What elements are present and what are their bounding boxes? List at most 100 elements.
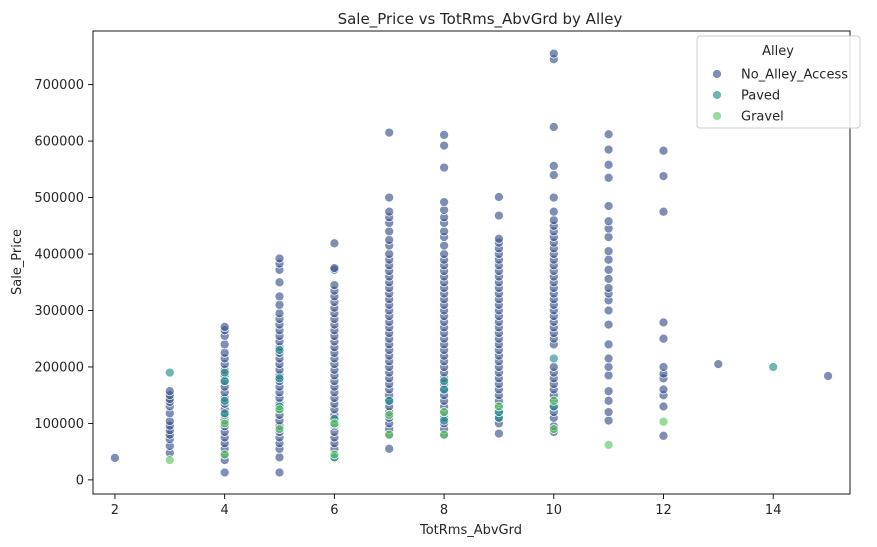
data-point-paved	[768, 362, 779, 372]
data-point-no-alley-access	[384, 443, 395, 454]
chart-title: Sale_Price vs TotRms_AbvGrd by Alley	[338, 10, 623, 29]
data-point-no-alley-access	[603, 415, 614, 426]
data-point-gravel	[164, 455, 175, 465]
data-point-no-alley-access	[658, 384, 669, 395]
x-tick-label: 4	[221, 503, 229, 518]
data-point-paved	[274, 373, 285, 384]
data-point-paved	[439, 415, 449, 426]
y-tick-label: 300000	[34, 304, 84, 319]
data-point-no-alley-access	[439, 130, 449, 140]
data-point-no-alley-access	[494, 428, 504, 439]
data-point-no-alley-access	[274, 467, 285, 478]
data-point-no-alley-access	[494, 233, 504, 244]
x-axis: 2 4 6 8 10 12 14	[111, 494, 782, 518]
data-point-no-alley-access	[439, 140, 449, 151]
data-point-no-alley-access	[439, 197, 449, 207]
data-point-no-alley-access	[439, 162, 449, 173]
legend: Alley No_Alley_Access Paved Gravel	[696, 35, 861, 129]
data-point-no-alley-access	[110, 453, 120, 463]
data-point-gravel	[219, 418, 230, 429]
data-point-no-alley-access	[658, 317, 669, 328]
data-point-no-alley-access	[603, 395, 614, 406]
data-point-no-alley-access	[548, 192, 559, 203]
y-tick-label: 500000	[34, 191, 84, 206]
data-point-gravel	[219, 449, 230, 460]
data-point-paved	[219, 408, 230, 419]
data-point-no-alley-access	[603, 232, 614, 242]
data-point-paved	[164, 367, 175, 378]
data-point-no-alley-access	[439, 249, 449, 259]
data-point-no-alley-access	[384, 249, 395, 259]
legend-marker-no-alley-access	[712, 69, 722, 79]
data-point-no-alley-access	[548, 48, 559, 59]
data-point-gravel	[658, 416, 669, 427]
y-tick-label: 0	[76, 473, 84, 488]
data-point-no-alley-access	[384, 226, 395, 237]
legend-title: Alley	[762, 44, 794, 59]
data-point-no-alley-access	[603, 407, 614, 417]
data-point-no-alley-access	[603, 362, 614, 372]
x-tick-label: 8	[440, 503, 448, 518]
data-point-no-alley-access	[384, 235, 395, 245]
data-point-gravel	[329, 418, 340, 429]
data-point-no-alley-access	[329, 280, 340, 290]
data-point-paved	[439, 376, 449, 386]
legend-label-paved: Paved	[741, 89, 780, 104]
data-point-paved	[384, 395, 395, 406]
legend-marker-gravel	[712, 111, 722, 121]
data-point-no-alley-access	[603, 264, 614, 275]
data-point-no-alley-access	[823, 371, 833, 381]
data-point-no-alley-access	[384, 206, 395, 217]
y-axis: 0 100000 200000 300000 400000 500000 600000 700…	[34, 78, 93, 488]
data-point-paved	[439, 384, 449, 395]
data-point-no-alley-access	[164, 386, 175, 397]
data-point-gravel	[439, 429, 449, 440]
data-point-paved	[219, 395, 230, 406]
x-tick-label: 6	[330, 503, 338, 518]
data-point-gravel	[548, 395, 559, 406]
x-axis-label: TotRms_AbvGrd	[419, 523, 522, 538]
data-point-no-alley-access	[329, 263, 340, 273]
data-point-no-alley-access	[219, 322, 230, 332]
data-point-no-alley-access	[603, 386, 614, 397]
data-point-no-alley-access	[548, 215, 559, 226]
data-point-no-alley-access	[603, 305, 614, 316]
data-point-no-alley-access	[274, 299, 285, 310]
y-axis-label: Sale_Price	[10, 229, 25, 295]
data-point-no-alley-access	[658, 333, 669, 344]
data-point-no-alley-access	[439, 226, 449, 237]
data-point-no-alley-access	[658, 430, 669, 441]
data-point-no-alley-access	[603, 201, 614, 211]
data-point-paved	[219, 367, 230, 378]
x-tick-label: 2	[111, 503, 119, 518]
y-tick-label: 400000	[34, 248, 84, 263]
data-point-no-alley-access	[548, 206, 559, 217]
data-point-no-alley-access	[274, 452, 285, 463]
legend-frame	[696, 35, 861, 129]
data-point-no-alley-access	[603, 254, 614, 265]
legend-label-gravel: Gravel	[741, 110, 784, 125]
data-point-gravel	[329, 449, 340, 460]
data-point-no-alley-access	[274, 291, 285, 302]
x-tick-label: 14	[765, 503, 782, 518]
data-point-paved	[219, 376, 230, 386]
data-point-no-alley-access	[384, 192, 395, 203]
data-point-no-alley-access	[548, 362, 559, 372]
data-point-gravel	[384, 429, 395, 440]
legend-marker-paved	[712, 90, 722, 100]
plot-frame	[92, 30, 851, 495]
data-point-no-alley-access	[658, 401, 669, 412]
data-point-no-alley-access	[603, 172, 614, 183]
data-point-no-alley-access	[494, 192, 504, 202]
data-point-no-alley-access	[329, 238, 340, 249]
data-point-gravel	[274, 404, 285, 415]
data-point-no-alley-access	[219, 339, 230, 350]
y-tick-label: 600000	[34, 135, 84, 150]
data-point-gravel	[439, 407, 449, 417]
data-point-no-alley-access	[603, 144, 614, 155]
y-tick-label: 100000	[34, 417, 84, 432]
y-tick-label: 700000	[34, 78, 84, 93]
data-point-no-alley-access	[384, 127, 395, 138]
legend-label-no-alley-access: No_Alley_Access	[741, 68, 848, 83]
data-point-no-alley-access	[603, 370, 614, 381]
